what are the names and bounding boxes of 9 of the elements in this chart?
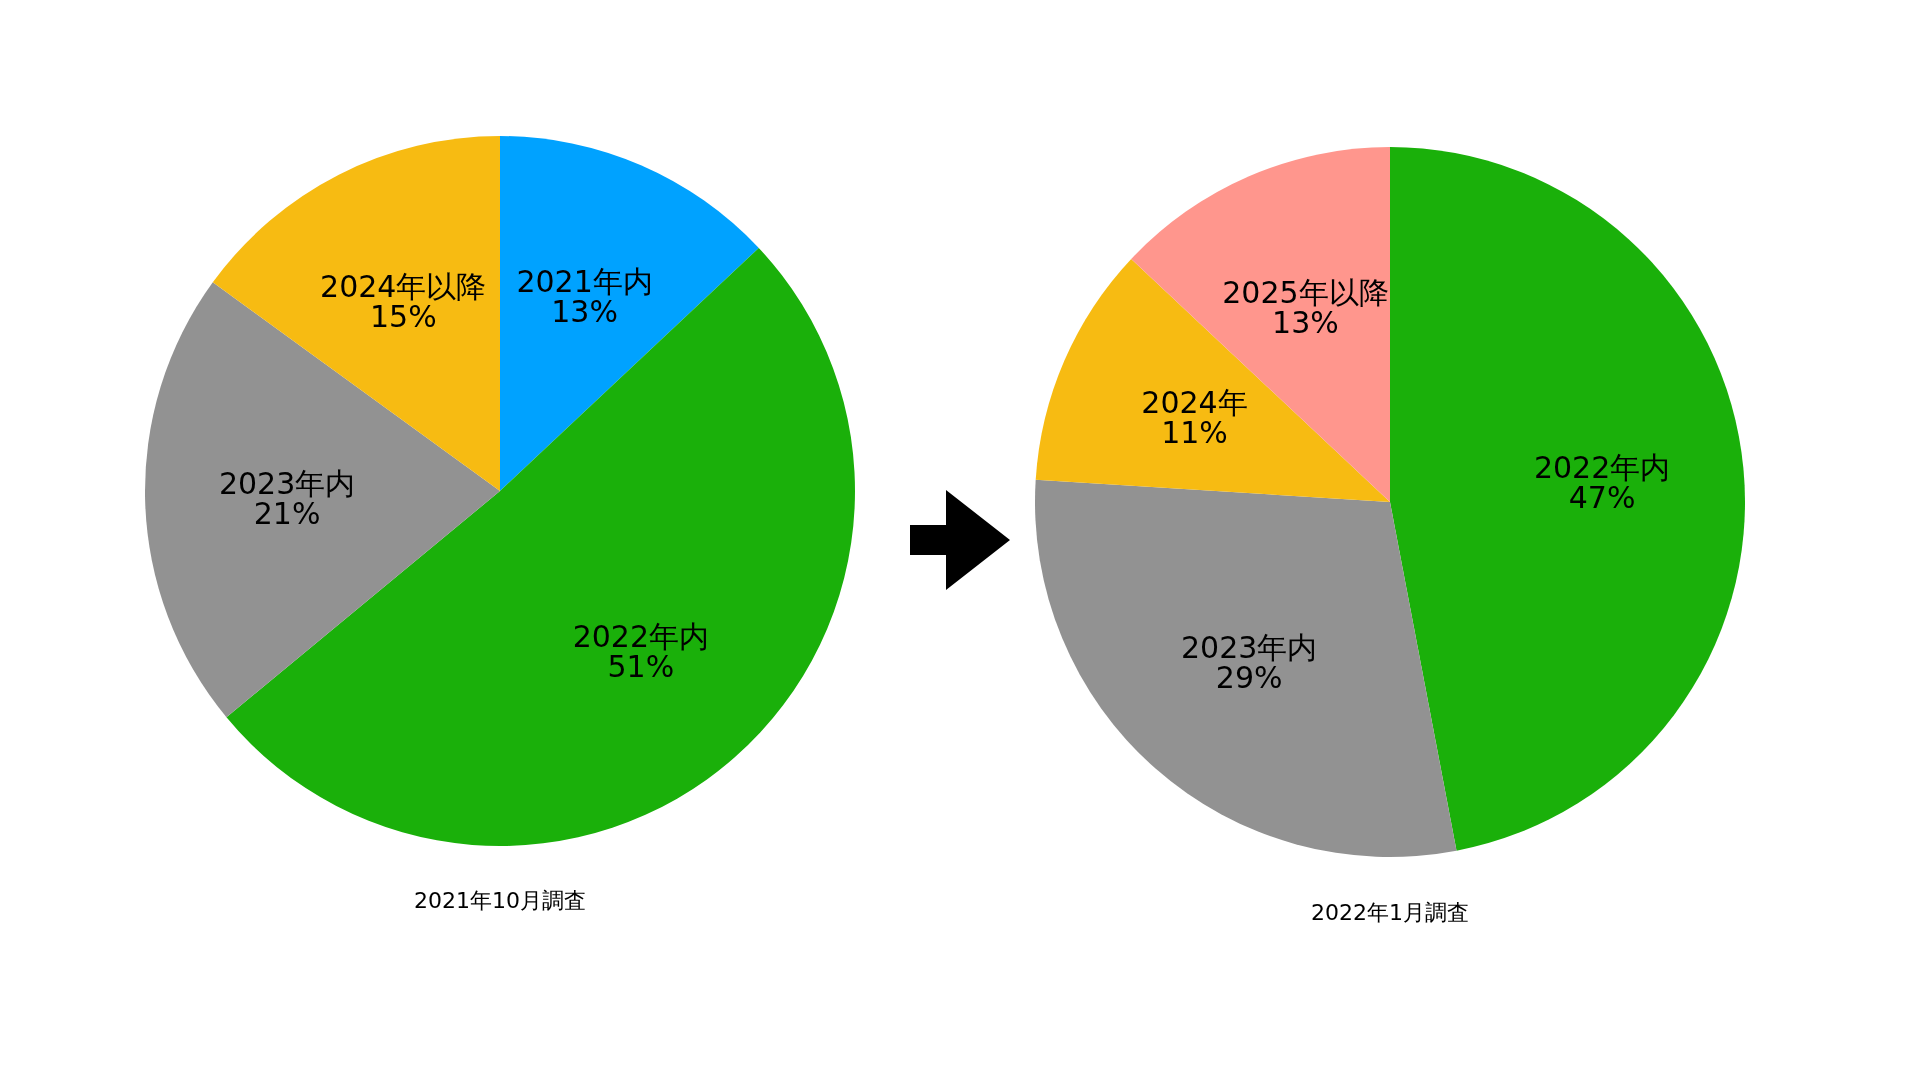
slice-label: 2021年内 [516, 263, 653, 299]
slice-label: 2023年内 [1180, 629, 1318, 665]
text: 2022年1月調査 [1311, 900, 1469, 925]
slice-label: 2022年内 [572, 618, 710, 654]
slice-label: 2022年内 [1533, 449, 1671, 485]
slice-label: 2023年内 [218, 465, 356, 501]
slice-label: 2024年以降 [320, 269, 487, 305]
text: 2021年10月調査 [414, 888, 586, 913]
slice-label: 2025年以降 [1222, 274, 1389, 310]
